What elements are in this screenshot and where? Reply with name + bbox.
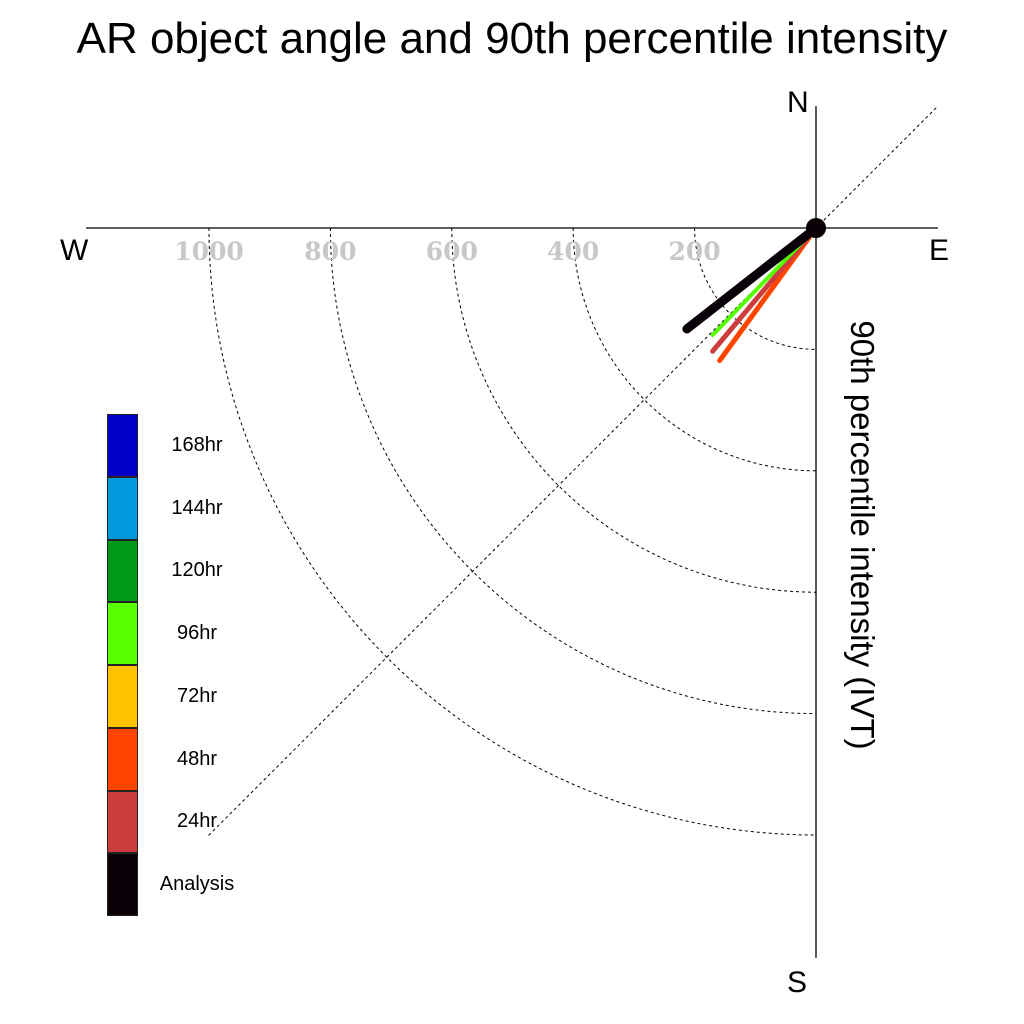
legend-item-72hr: 72hr: [107, 665, 247, 728]
legend-item-96hr: 96hr: [107, 602, 247, 665]
legend: 168hr 144hr 120hr 96hr 72hr 48hr 24hr Analysis: [107, 414, 247, 916]
legend-swatch: [107, 414, 138, 477]
vector-layer: [682, 223, 821, 364]
legend-item-120hr: 120hr: [107, 539, 247, 603]
legend-label: 144hr: [171, 496, 223, 519]
legend-item-analysis: Analysis: [107, 853, 247, 916]
chart-title: AR object angle and 90th percentile inte…: [76, 14, 948, 63]
legend-item-144hr: 144hr: [107, 476, 247, 540]
legend-swatch: [107, 602, 138, 665]
legend-swatch: [107, 727, 138, 791]
compass-east: E: [929, 234, 950, 267]
radial-tick-label: 800: [304, 237, 356, 266]
legend-item-168hr: 168hr: [107, 414, 247, 477]
radial-tick-label: 600: [426, 237, 478, 266]
legend-swatch: [107, 665, 138, 728]
radial-tick-label: 200: [669, 237, 721, 266]
legend-swatch: [107, 790, 138, 854]
compass-south: S: [787, 966, 808, 999]
legend-label: 168hr: [171, 433, 223, 456]
radial-tick-label: 1000: [174, 237, 244, 266]
legend-label: Analysis: [159, 873, 235, 896]
origin-marker: [806, 218, 826, 238]
grid-arc-800: [329, 227, 817, 715]
vector-analysis: [682, 223, 821, 334]
grid-layer: [207, 107, 937, 837]
legend-label: 72hr: [176, 684, 218, 707]
legend-swatch: [107, 476, 138, 540]
legend-swatch: [107, 853, 138, 916]
grid-arc-600: [451, 227, 817, 593]
legend-swatch: [107, 539, 138, 603]
legend-label: 24hr: [176, 810, 218, 833]
legend-label: 120hr: [171, 559, 223, 582]
grid-arc-200: [694, 227, 817, 350]
legend-label: 96hr: [176, 622, 218, 645]
legend-item-24hr: 24hr: [107, 790, 247, 854]
legend-item-48hr: 48hr: [107, 727, 247, 791]
y-axis-label: 90th percentile intensity (IVT): [844, 320, 881, 750]
compass-north: N: [787, 86, 809, 119]
diagonal-gridline: [207, 107, 937, 837]
radial-tick-label: 400: [547, 237, 599, 266]
compass-west: W: [60, 234, 89, 267]
radial-tick-labels: 200 400 600 800 1000: [174, 237, 720, 266]
grid-arc-400: [572, 227, 817, 472]
legend-label: 48hr: [176, 747, 218, 770]
